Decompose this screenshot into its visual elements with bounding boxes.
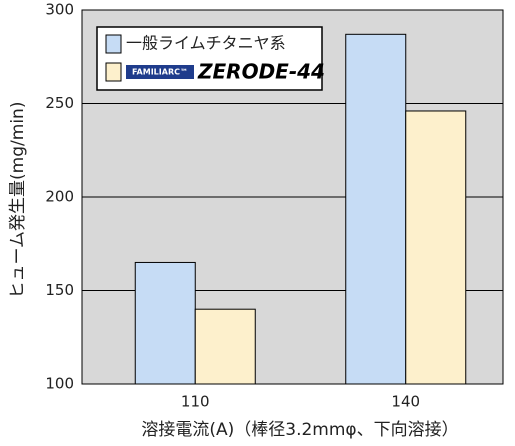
legend-swatch	[105, 34, 122, 54]
y-tick-label: 200	[45, 188, 74, 206]
plot-border	[81, 9, 504, 385]
legend-label: 一般ライムチタニヤ系	[126, 34, 286, 53]
x-tick-label: 140	[391, 393, 420, 411]
y-tick-label: 150	[45, 281, 74, 299]
legend-label: ZERODE-44	[197, 60, 325, 84]
y-tick-label: 300	[45, 1, 74, 19]
legend-swatch	[105, 62, 122, 82]
legend-box	[96, 26, 323, 91]
legend-brand: FAMILIARC™	[132, 68, 188, 77]
bar	[405, 110, 467, 385]
y-tick-label: 250	[45, 94, 74, 112]
y-tick-label: 100	[45, 375, 74, 393]
bar	[194, 308, 256, 385]
legend-brand-box	[126, 65, 194, 79]
bar	[134, 261, 196, 385]
bar	[345, 33, 407, 385]
x-axis-label: 溶接電流(A)（棒径3.2mmφ、下向溶接）	[141, 420, 458, 440]
y-axis-label: ヒューム発生量(mg/min)	[8, 102, 28, 299]
x-tick-label: 110	[181, 393, 210, 411]
